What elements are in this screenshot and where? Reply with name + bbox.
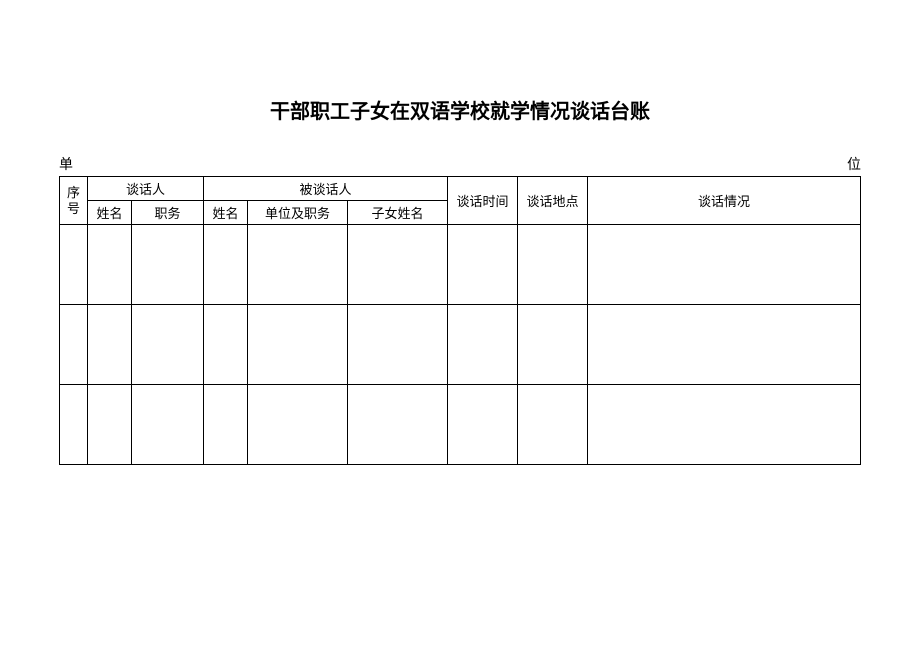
cell-pos1 [132, 225, 204, 305]
header-position: 职务 [132, 201, 204, 225]
header-unit-position: 单位及职务 [248, 201, 348, 225]
cell-seq [60, 305, 88, 385]
cell-name1 [88, 305, 132, 385]
table-body [60, 225, 861, 465]
cell-name2 [204, 305, 248, 385]
cell-unit [248, 385, 348, 465]
header-interviewee: 被谈话人 [204, 177, 448, 201]
header-talk-time: 谈话时间 [448, 177, 518, 225]
page-title: 干部职工子女在双语学校就学情况谈话台账 [0, 95, 920, 124]
table-container: 序号 谈话人 被谈话人 谈话时间 谈话地点 谈话情况 姓名 职务 姓名 单位及职… [59, 176, 861, 465]
cell-child [348, 225, 448, 305]
cell-situation [588, 385, 861, 465]
header-child-name: 子女姓名 [348, 201, 448, 225]
cell-child [348, 305, 448, 385]
header-interviewer: 谈话人 [88, 177, 204, 201]
cell-time [448, 305, 518, 385]
cell-seq [60, 225, 88, 305]
cell-name1 [88, 385, 132, 465]
cell-name2 [204, 385, 248, 465]
cell-child [348, 385, 448, 465]
cell-pos1 [132, 305, 204, 385]
cell-situation [588, 305, 861, 385]
header-talk-place: 谈话地点 [518, 177, 588, 225]
cell-place [518, 305, 588, 385]
subtitle-left: 单 [59, 154, 73, 174]
ledger-table: 序号 谈话人 被谈话人 谈话时间 谈话地点 谈话情况 姓名 职务 姓名 单位及职… [59, 176, 861, 465]
cell-place [518, 385, 588, 465]
table-row [60, 225, 861, 305]
cell-unit [248, 225, 348, 305]
cell-unit [248, 305, 348, 385]
cell-pos1 [132, 385, 204, 465]
cell-time [448, 385, 518, 465]
subtitle-row: 单 位 [59, 154, 861, 174]
cell-seq [60, 385, 88, 465]
subtitle-right: 位 [847, 154, 861, 174]
cell-place [518, 225, 588, 305]
document-page: 干部职工子女在双语学校就学情况谈话台账 单 位 序号 谈话人 被谈 [0, 0, 920, 651]
cell-situation [588, 225, 861, 305]
header-row-1: 序号 谈话人 被谈话人 谈话时间 谈话地点 谈话情况 [60, 177, 861, 201]
header-talk-situation: 谈话情况 [588, 177, 861, 225]
header-name2: 姓名 [204, 201, 248, 225]
cell-time [448, 225, 518, 305]
table-row [60, 385, 861, 465]
cell-name2 [204, 225, 248, 305]
table-row [60, 305, 861, 385]
header-name1: 姓名 [88, 201, 132, 225]
cell-name1 [88, 225, 132, 305]
header-seq: 序号 [60, 177, 88, 225]
